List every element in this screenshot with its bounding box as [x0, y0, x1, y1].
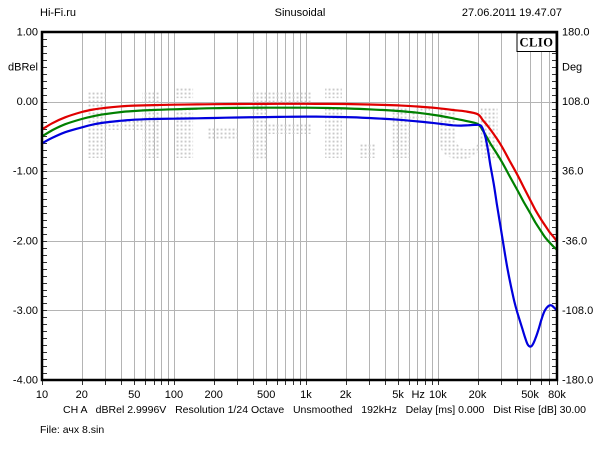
svg-text:CLIO: CLIO: [520, 36, 554, 50]
y-left-tick-label: -3.00: [13, 305, 38, 317]
x-tick-label: 50k: [521, 389, 539, 401]
x-tick-label: 2k: [340, 389, 352, 401]
file-name: File: ачх 8.sin: [40, 424, 105, 436]
x-tick-label: 500: [257, 389, 275, 401]
x-tick-label: 20: [76, 389, 88, 401]
y-left-unit-label: dBRel: [8, 61, 38, 73]
y-right-tick-label: 108.0: [562, 96, 590, 108]
plot-area: [42, 32, 557, 380]
x-tick-label: 200: [204, 389, 222, 401]
y-left-tick-label: 1.00: [17, 27, 38, 39]
clio-logo: CLIO: [516, 32, 557, 52]
x-tick-label: 10k: [429, 389, 447, 401]
y-left-tick-label: -2.00: [13, 235, 38, 247]
x-tick-label: 50: [128, 389, 140, 401]
y-right-unit-label: Deg: [562, 61, 582, 73]
watermark-text: Hi-Fi.ru: [80, 72, 506, 179]
y-left-tick-label: 0.00: [17, 96, 38, 108]
x-tick-label: 5k: [392, 389, 404, 401]
y-right-tick-label: -180.0: [562, 375, 593, 387]
series-red: [40, 102, 559, 243]
x-tick-label: 100: [165, 389, 183, 401]
series-blue: [40, 115, 559, 348]
x-tick-label: 10: [36, 389, 48, 401]
header-site-title: Hi-Fi.ru: [40, 7, 77, 19]
series-green: [40, 106, 559, 251]
header-datetime: 27.06.2011 19.47.07: [461, 7, 562, 19]
gridlines: [42, 32, 557, 380]
y-left-tick-label: -4.00: [13, 375, 38, 387]
y-right-tick-label: -108.0: [562, 305, 593, 317]
status-line: CH A dBRel 2.9996V Resolution 1/24 Octav…: [63, 404, 586, 416]
plot-border: [40, 30, 559, 382]
x-tick-label: 1k: [300, 389, 312, 401]
axis-labels: 1.00 0.00 -1.00 -2.00 -3.00 -4.00 dBRel 180.0 10…: [8, 27, 593, 402]
x-tick-label: 80k: [548, 389, 566, 401]
axis-ticks: [42, 32, 558, 385]
y-right-tick-label: -36.0: [562, 235, 587, 247]
x-tick-label: 20k: [469, 389, 487, 401]
y-right-tick-label: 180.0: [562, 27, 590, 39]
x-axis-unit-label: Hz: [411, 389, 424, 401]
header-measurement-type: Sinusoidal: [274, 7, 326, 19]
y-left-tick-label: -1.00: [13, 166, 38, 178]
y-right-tick-label: 36.0: [562, 166, 583, 178]
